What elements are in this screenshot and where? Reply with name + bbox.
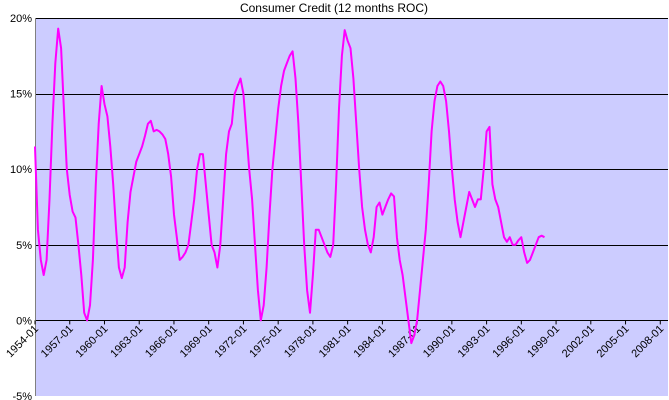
series-line-0 xyxy=(34,27,545,345)
y-tick-label: -5% xyxy=(12,391,32,400)
y-tick-label: 0% xyxy=(16,315,32,327)
chart-title: Consumer Credit (12 months ROC) xyxy=(240,1,428,15)
y-tick-label: 10% xyxy=(10,164,32,176)
y-tick-label: 20% xyxy=(10,13,32,25)
y-tick-label: 5% xyxy=(16,240,32,252)
y-tick-labels: -5% 0% 5% 10% 15% 20% xyxy=(10,13,32,400)
y-tick-label: 15% xyxy=(10,89,32,101)
series-layer xyxy=(34,27,545,345)
gridlines xyxy=(35,18,668,321)
plot-area xyxy=(35,18,668,396)
